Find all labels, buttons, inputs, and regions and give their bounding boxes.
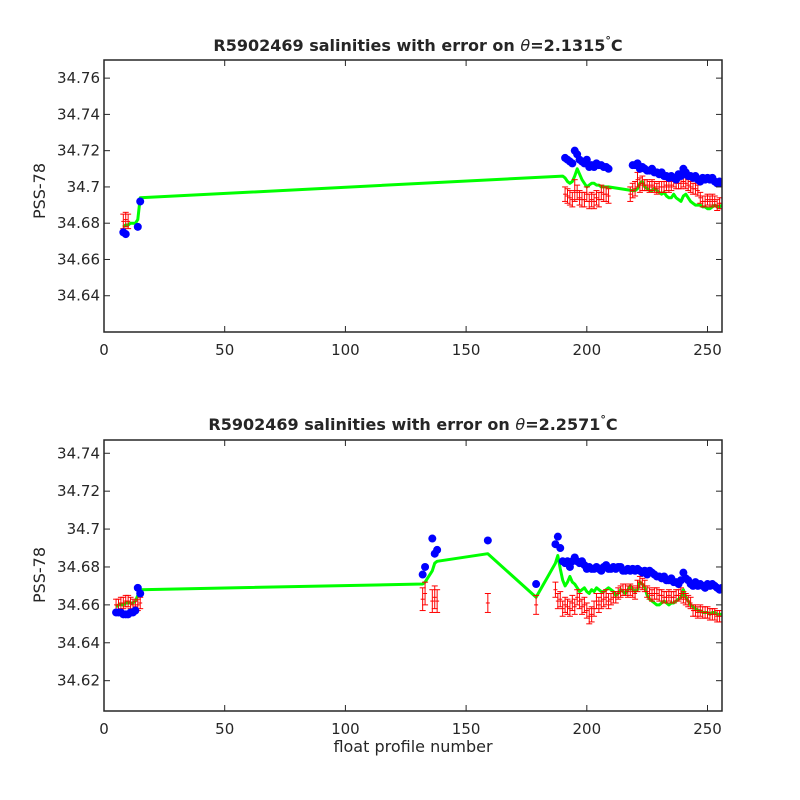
bottom-chart-title: R5902469 salinities with error on θ=2.25… — [208, 413, 617, 434]
top-y-tick-label: 34.76 — [57, 69, 100, 87]
bottom-float-salinity-point — [556, 544, 565, 553]
top-error-bar — [562, 186, 569, 202]
bottom-title-unit: C — [606, 415, 618, 434]
bottom-y-tick-label: 34.74 — [57, 444, 100, 462]
top-x-tick-label: 50 — [215, 341, 234, 359]
top-y-tick-label: 34.72 — [57, 142, 100, 160]
bottom-error-bar — [552, 581, 559, 598]
bottom-float-salinity-point — [433, 545, 442, 554]
bottom-float-salinity-point — [483, 536, 492, 545]
bottom-error-bar — [557, 591, 564, 608]
bottom-axes-frame — [103, 439, 723, 712]
bottom-x-tick-label: 0 — [99, 720, 109, 738]
top-error-bar — [629, 182, 636, 199]
top-float-salinity-point — [568, 159, 577, 168]
top-y-axis-label: PSS-78 — [30, 163, 49, 219]
top-x-tick-label: 200 — [572, 341, 601, 359]
bottom-x-tick-label: 250 — [693, 720, 722, 738]
top-error-bar — [719, 197, 722, 210]
top-title-prefix: R5902469 salinities with error on — [213, 36, 520, 55]
bottom-y-axis-label: PSS-78 — [30, 547, 49, 603]
bottom-error-bar — [434, 589, 441, 613]
bottom-error-bar — [719, 610, 722, 623]
top-x-tick-label: 0 — [99, 341, 109, 359]
top-y-tick-label: 34.66 — [57, 250, 100, 268]
bottom-error-bar — [687, 596, 694, 610]
bottom-float-salinity-point — [532, 580, 541, 589]
bottom-y-tick-label: 34.7 — [67, 520, 100, 538]
bottom-float-salinity-point — [136, 589, 145, 598]
top-title-theta: θ — [520, 36, 530, 55]
top-float-salinity-point — [718, 179, 722, 188]
top-title-value: =2.1315 — [530, 36, 605, 55]
bottom-y-tick-label: 34.64 — [57, 634, 100, 652]
bottom-chart: R5902469 salinities with error on θ=2.25… — [30, 413, 723, 756]
top-error-bar — [605, 188, 612, 204]
bottom-error-bar — [598, 593, 605, 610]
bottom-title-value: =2.2571 — [525, 415, 600, 434]
top-y-tick-label: 34.64 — [57, 287, 100, 305]
top-y-tick-label: 34.74 — [57, 105, 100, 123]
bottom-error-bar — [576, 593, 583, 610]
bottom-error-bar — [484, 593, 491, 613]
top-float-salinity-point — [133, 222, 142, 231]
bottom-error-bar — [600, 591, 607, 608]
top-x-tick-label: 150 — [452, 341, 481, 359]
bottom-error-bar — [533, 594, 540, 615]
top-y-tick-label: 34.7 — [67, 178, 100, 196]
top-title-degree: ° — [605, 34, 611, 47]
top-chart-title: R5902469 salinities with error on θ=2.13… — [213, 34, 622, 55]
bottom-title-prefix: R5902469 salinities with error on — [208, 415, 515, 434]
bottom-error-bar — [634, 579, 641, 593]
bottom-ticks: 0 50 100 150 200 250 34.62 34.64 34.66 34.68 34.7 3… — [57, 440, 722, 738]
bottom-y-tick-label: 34.66 — [57, 596, 100, 614]
bottom-error-bar — [422, 581, 429, 606]
top-y-tick-label: 34.68 — [57, 214, 100, 232]
bottom-title-theta: θ — [515, 415, 525, 434]
bottom-float-salinity-point — [428, 534, 437, 543]
top-x-tick-label: 250 — [693, 341, 722, 359]
bottom-x-tick-label: 50 — [215, 720, 234, 738]
bottom-y-tick-label: 34.72 — [57, 482, 100, 500]
top-float-salinity-point — [604, 164, 613, 173]
bottom-float-salinity-point — [718, 583, 722, 592]
bottom-float-salinity-point — [421, 562, 430, 571]
bottom-float-salinity-point — [553, 532, 562, 541]
bottom-x-tick-label: 150 — [452, 720, 481, 738]
top-ticks: 0 50 100 150 200 250 34.64 34.66 34.68 34.7 34.72 3… — [57, 60, 722, 359]
x-axis-label: float profile number — [333, 737, 493, 756]
bottom-plot-area — [112, 532, 722, 625]
top-axes-frame — [103, 59, 723, 333]
top-plot-area — [119, 146, 722, 239]
top-x-tick-label: 100 — [331, 341, 360, 359]
bottom-x-tick-label: 100 — [331, 720, 360, 738]
top-float-salinity-point — [136, 197, 145, 206]
top-float-salinity-point — [121, 230, 130, 239]
bottom-y-tick-label: 34.68 — [57, 558, 100, 576]
bottom-float-salinity-point — [418, 570, 427, 579]
bottom-float-salinity-point — [131, 606, 140, 615]
bottom-y-tick-label: 34.62 — [57, 672, 100, 690]
top-title-unit: C — [611, 36, 623, 55]
top-float-salinity-point — [582, 155, 591, 164]
top-error-bar — [571, 179, 578, 202]
top-mapped-salinity-line — [122, 167, 722, 229]
top-error-bar — [125, 213, 132, 230]
bottom-title-degree: ° — [600, 413, 606, 426]
top-chart: R5902469 salinities with error on θ=2.13… — [30, 34, 723, 359]
bottom-x-tick-label: 200 — [572, 720, 601, 738]
